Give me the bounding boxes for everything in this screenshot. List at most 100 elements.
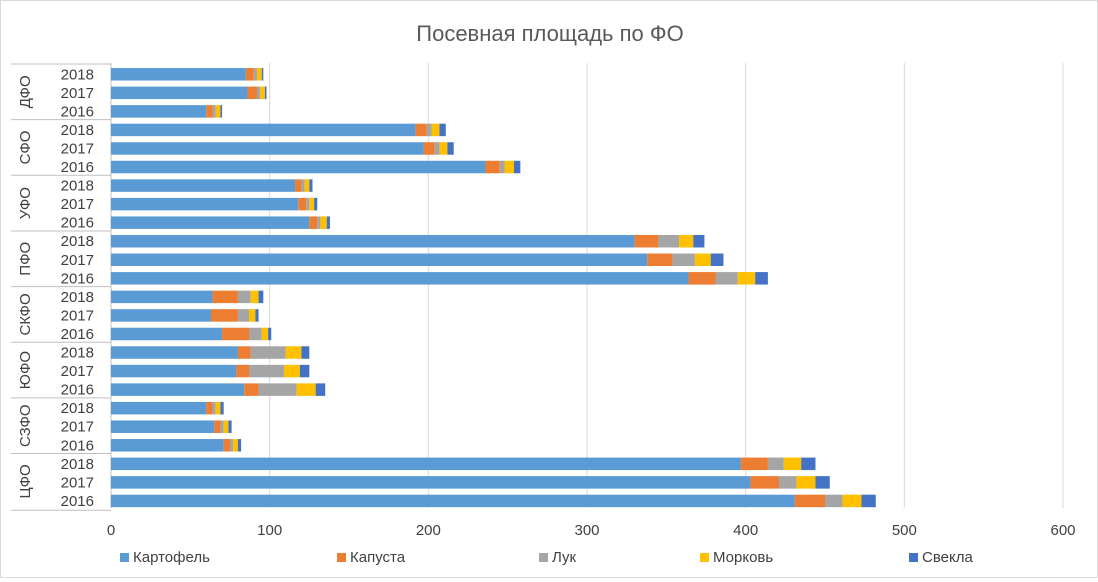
bar-segment: [230, 439, 234, 452]
year-label: 2017: [61, 140, 94, 157]
bar-segment: [309, 197, 315, 211]
gridlines: [269, 63, 1064, 508]
bar-segment: [111, 364, 237, 378]
year-label: 2018: [61, 456, 94, 473]
x-tick-label: 100: [257, 522, 282, 539]
year-label: 2018: [61, 233, 94, 250]
y-labels: 201820172016ДФО201820172016СФО2018201720…: [17, 66, 94, 510]
bar-segment: [778, 476, 797, 489]
legend: Картофель Капуста Лук Морковь Свекла: [120, 549, 973, 566]
bar-segment: [247, 86, 257, 100]
bar-segment: [815, 476, 830, 489]
bar-segment: [111, 494, 795, 508]
bar-segment: [222, 327, 250, 341]
bar-segment: [250, 290, 259, 304]
bar-segment: [237, 439, 242, 452]
bar-segment: [658, 234, 680, 248]
legend-label: Морковь: [713, 549, 773, 566]
group-label: ЮФО: [17, 351, 34, 389]
bar-segment: [111, 160, 486, 174]
bar-segment: [426, 123, 432, 137]
bar-segment: [223, 439, 230, 452]
year-label: 2017: [61, 307, 94, 324]
bar-segment: [258, 383, 297, 396]
bar-segment: [255, 309, 259, 322]
bar-segment: [801, 457, 816, 471]
bar-segment: [206, 105, 213, 118]
bars: [111, 68, 876, 508]
bar-segment: [210, 309, 238, 322]
legend-swatch: [120, 553, 129, 562]
year-label: 2017: [61, 419, 94, 436]
bar-segment: [285, 346, 302, 359]
legend-label: Лук: [552, 549, 577, 566]
year-label: 2018: [61, 66, 94, 83]
bar-segment: [693, 234, 705, 248]
bar-segment: [233, 439, 238, 452]
legend-swatch: [700, 553, 709, 562]
x-tick-label: 400: [733, 522, 758, 539]
bar-segment: [304, 179, 310, 192]
bar-segment: [258, 290, 264, 304]
bar-segment: [499, 160, 505, 174]
group-label: СЗФО: [17, 404, 34, 447]
bar-segment: [439, 142, 448, 155]
bar-segment: [326, 216, 330, 229]
bar-segment: [447, 142, 454, 155]
bar-segment: [740, 457, 768, 471]
legend-label: Капуста: [350, 549, 406, 566]
bar-segment: [212, 105, 216, 118]
bar-segment: [214, 420, 221, 433]
bar-segment: [767, 457, 784, 471]
bar-segment: [634, 234, 659, 248]
bar-segment: [794, 494, 825, 508]
bar-segment: [317, 216, 321, 229]
bar-segment: [111, 290, 213, 304]
bar-segment: [504, 160, 515, 174]
x-tick-label: 200: [416, 522, 441, 539]
bar-segment: [111, 439, 224, 452]
bar-segment: [261, 68, 264, 81]
year-label: 2016: [61, 493, 94, 510]
year-label: 2016: [61, 159, 94, 176]
bar-segment: [111, 457, 741, 471]
year-label: 2017: [61, 474, 94, 491]
group-label: ЦФО: [17, 464, 34, 498]
year-label: 2016: [61, 215, 94, 232]
bar-segment: [299, 364, 310, 378]
bar-segment: [111, 179, 296, 192]
bar-segment: [688, 272, 716, 285]
bar-segment: [237, 309, 250, 322]
bar-segment: [111, 272, 689, 285]
bar-segment: [796, 476, 816, 489]
bar-segment: [237, 346, 251, 359]
bar-segment: [111, 327, 223, 341]
year-label: 2016: [61, 326, 94, 343]
bar-segment: [244, 383, 259, 396]
year-label: 2017: [61, 196, 94, 213]
bar-segment: [434, 142, 440, 155]
bar-segment: [647, 253, 673, 267]
bar-segment: [309, 179, 313, 192]
bar-segment: [111, 309, 211, 322]
bar-segment: [256, 86, 261, 100]
x-tick-label: 0: [107, 522, 115, 539]
bar-segment: [301, 179, 305, 192]
bar-segment: [111, 216, 310, 229]
year-label: 2016: [61, 437, 94, 454]
bar-segment: [315, 383, 326, 396]
bar-segment: [256, 68, 262, 81]
group-label: ПФО: [17, 242, 34, 276]
bar-segment: [295, 179, 302, 192]
bar-segment: [268, 327, 272, 341]
bar-segment: [283, 364, 300, 378]
bar-segment: [249, 364, 284, 378]
group-label: СКФО: [17, 293, 34, 335]
bar-segment: [228, 420, 232, 433]
bar-segment: [861, 494, 876, 508]
group-label: СФО: [17, 131, 34, 165]
year-label: 2018: [61, 122, 94, 139]
bar-segment: [260, 86, 265, 100]
bar-segment: [111, 197, 299, 211]
